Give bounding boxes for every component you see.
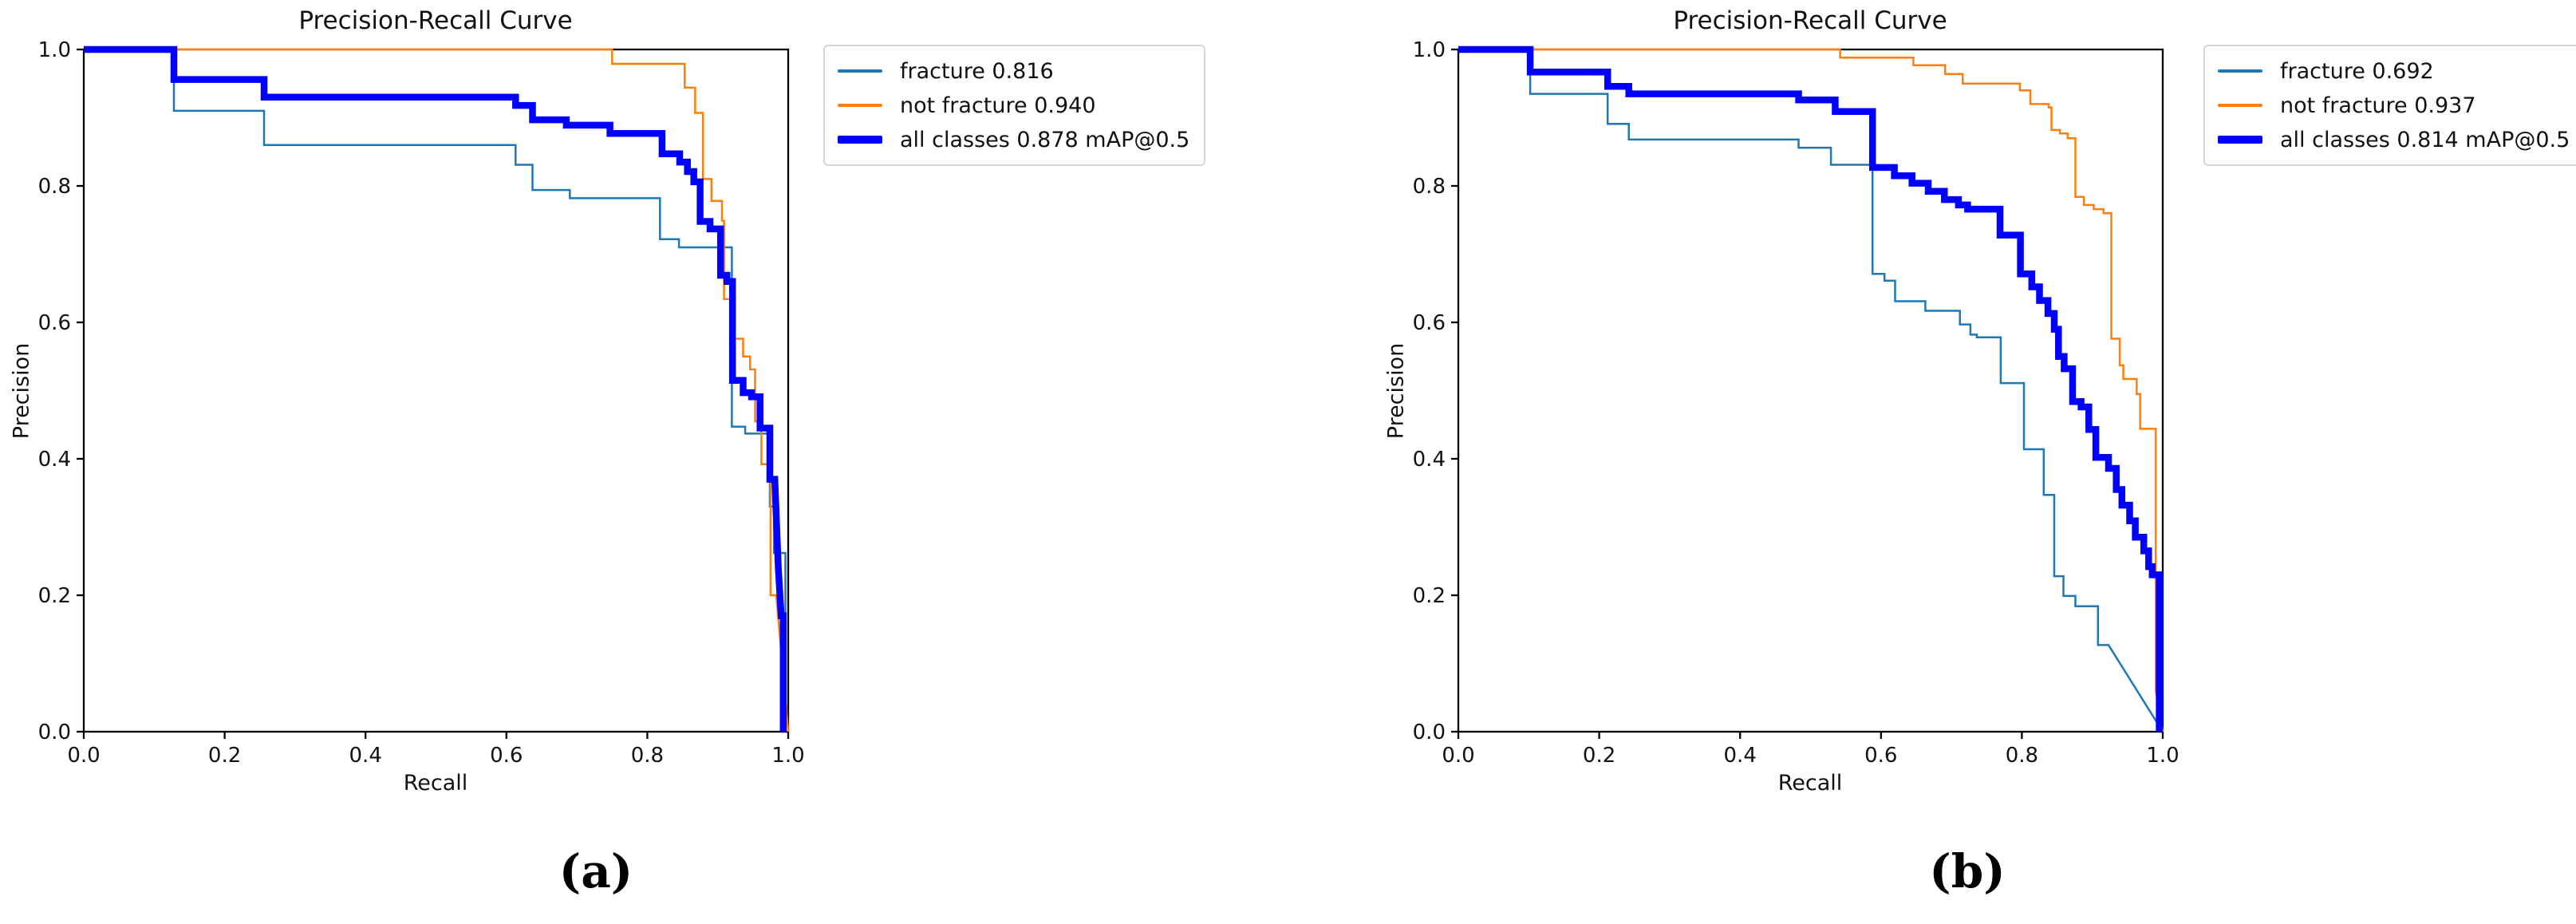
legend-line-all-classes-icon	[838, 136, 882, 144]
legend-item-all-classes: all classes 0.878 mAP@0.5	[838, 126, 1189, 153]
legend-label-fracture: fracture 0.816	[900, 58, 1054, 84]
legend-label-all-classes: all classes 0.878 mAP@0.5	[900, 127, 1190, 152]
x-tick-label: 1.0	[2146, 744, 2179, 768]
legend-label-not-fracture: not fracture 0.940	[900, 93, 1096, 118]
curves-b	[1458, 45, 2164, 732]
legend-a: fracture 0.816 not fracture 0.940 all cl…	[823, 45, 1206, 166]
subfigure-label-b: (b)	[1929, 844, 2006, 898]
y-tick-label: 0.8	[38, 175, 71, 199]
x-tick-label: 0.4	[349, 744, 382, 768]
axes-box-b	[1457, 48, 2164, 733]
x-axis-label-a: Recall	[403, 771, 468, 796]
chart-title-a: Precision-Recall Curve	[298, 6, 573, 35]
x-tick-label: 0.2	[1583, 744, 1615, 768]
curve-fracture	[1458, 48, 2164, 732]
x-tick-label: 0.0	[67, 744, 100, 768]
axes-ticks-b: 0.0 0.2 0.4 0.6 0.8 1.0 0.0 0.2 0.4 0.6 0.8 1.0	[1413, 38, 2180, 768]
x-tick-label: 0.8	[631, 744, 664, 768]
legend-item-all-classes: all classes 0.814 mAP@0.5	[2218, 126, 2570, 153]
legend-item-fracture: fracture 0.816	[838, 57, 1189, 85]
y-tick-label: 0.6	[38, 311, 71, 335]
y-axis-label-b: Precision	[1383, 342, 1409, 440]
y-tick-label: 0.2	[38, 584, 71, 608]
curves-a	[84, 45, 790, 732]
y-tick-label: 0.8	[1413, 175, 1446, 199]
y-tick-label: 0.2	[1413, 584, 1446, 608]
legend-label-fracture: fracture 0.692	[2280, 58, 2434, 84]
x-tick-label: 1.0	[771, 744, 804, 768]
y-tick-label: 0.4	[1413, 448, 1446, 472]
y-tick-label: 0.0	[1413, 721, 1446, 744]
y-tick-label: 0.6	[1413, 311, 1446, 335]
legend-item-fracture: fracture 0.692	[2218, 57, 2570, 85]
x-tick-label: 0.6	[1864, 744, 1897, 768]
y-tick-label: 0.0	[38, 721, 71, 744]
curve-not-fracture	[1458, 48, 2164, 732]
y-tick-label: 1.0	[1413, 38, 1446, 62]
x-axis-label-b: Recall	[1777, 771, 1843, 796]
legend-line-all-classes-icon	[2218, 136, 2262, 144]
legend-line-fracture-icon	[2218, 69, 2262, 73]
x-tick-label: 0.4	[1724, 744, 1757, 768]
chart-title-b: Precision-Recall Curve	[1673, 6, 1947, 35]
legend-line-fracture-icon	[838, 69, 882, 73]
pr-chart-a: 0.0 0.2 0.4 0.6 0.8 1.0 0.0 0.2 0.4 0.6 0.8 1.0	[38, 38, 805, 768]
curve-all-classes	[1458, 45, 2163, 732]
subfigure-label-a: (a)	[558, 844, 633, 898]
y-tick-label: 1.0	[38, 38, 71, 62]
x-tick-label: 0.8	[2006, 744, 2038, 768]
legend-label-not-fracture: not fracture 0.937	[2280, 93, 2476, 118]
legend-b: fracture 0.692 not fracture 0.937 all cl…	[2203, 45, 2576, 166]
x-tick-label: 0.2	[208, 744, 241, 768]
legend-line-not-fracture-icon	[838, 104, 882, 107]
legend-item-not-fracture: not fracture 0.940	[838, 92, 1189, 119]
legend-item-not-fracture: not fracture 0.937	[2218, 92, 2570, 119]
x-tick-label: 0.6	[490, 744, 523, 768]
x-tick-label: 0.0	[1442, 744, 1474, 768]
y-axis-label-a: Precision	[9, 342, 34, 440]
legend-line-not-fracture-icon	[2218, 104, 2262, 107]
pr-chart-b: 0.0 0.2 0.4 0.6 0.8 1.0 0.0 0.2 0.4 0.6 0.8 1.0	[1413, 38, 2180, 768]
y-tick-label: 0.4	[38, 448, 71, 472]
curve-not-fracture	[84, 48, 790, 732]
legend-label-all-classes: all classes 0.814 mAP@0.5	[2280, 127, 2570, 152]
curve-all-classes	[84, 45, 787, 732]
axes-ticks-a: 0.0 0.2 0.4 0.6 0.8 1.0 0.0 0.2 0.4 0.6 0.8 1.0	[38, 38, 805, 768]
